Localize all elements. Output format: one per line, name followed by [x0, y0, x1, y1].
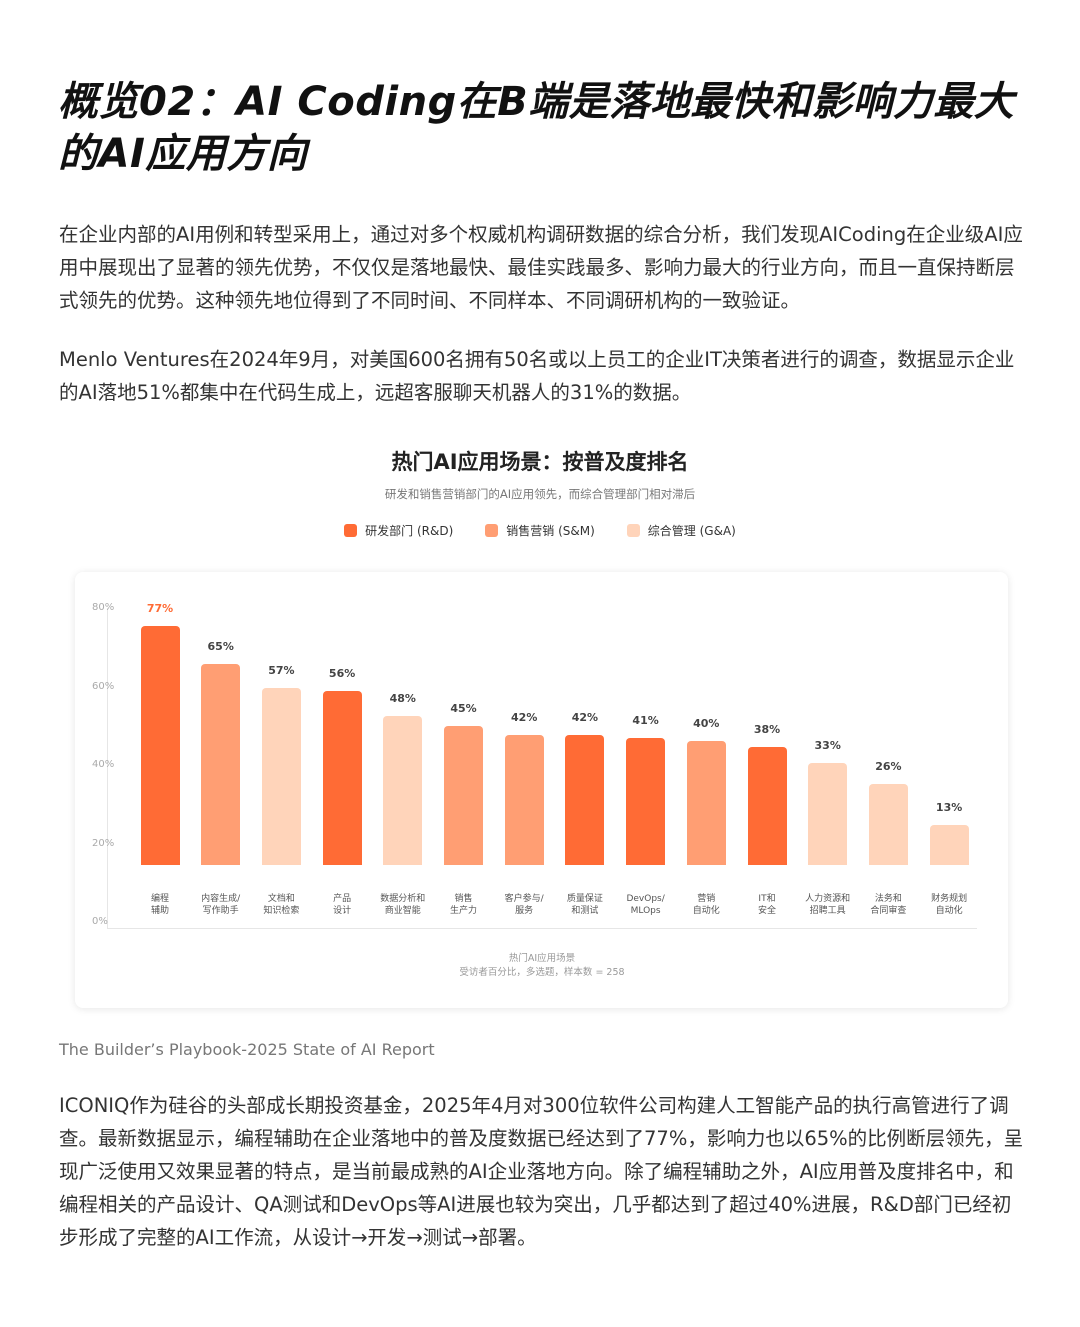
x-tick-label: 质量保证 和测试	[566, 894, 603, 916]
x-tick-label: 营销 自动化	[692, 894, 720, 916]
x-tick-label: IT和 安全	[757, 894, 776, 916]
x-tick-label: DevOps/ MLOps	[626, 894, 665, 916]
bar	[686, 741, 726, 865]
x-tick-label: 销售 生产力	[449, 894, 477, 916]
y-tick-label: 0%	[92, 916, 108, 927]
bar-value-label: 40%	[693, 717, 720, 730]
bar-value-label: 77%	[146, 602, 174, 616]
legend-swatch	[485, 524, 499, 537]
legend-label: 销售营销 (S&M)	[506, 524, 595, 538]
legend-swatch	[626, 524, 640, 537]
y-tick-label: 20%	[92, 837, 115, 849]
bar	[504, 734, 544, 865]
bar	[444, 725, 483, 865]
bar-value-label: 56%	[328, 667, 356, 681]
bar-value-label: 41%	[632, 713, 659, 727]
x-tick-label: 编程 辅助	[150, 894, 169, 916]
y-tick-label: 40%	[92, 759, 115, 770]
bar	[383, 716, 423, 865]
legend-swatch	[344, 524, 358, 537]
legend-label: 研发部门 (R&D)	[365, 524, 454, 538]
page-title: 概览02：AI Coding在B端是落地最快和影响力最大的AI应用方向	[58, 79, 1015, 177]
bar	[808, 762, 848, 865]
chart-subtitle: 研发和销售营销部门的AI应用领先，而综合管理部门相对滞后	[384, 487, 696, 501]
x-tick-label: 内容生成/ 写作助手	[201, 894, 241, 916]
menlo-paragraph: Menlo Ventures在2024年9月，对美国600名拥有50名或以上员工…	[59, 348, 1015, 404]
x-tick-label: 产品 设计	[333, 894, 352, 916]
chart-legend: 研发部门 (R&D) 销售营销 (S&M) 综合管理 (G&A)	[0, 522, 1080, 539]
x-axis-title: 热门AI应用场景	[508, 953, 576, 964]
bar	[929, 824, 969, 865]
bar-value-label: 57%	[268, 664, 295, 678]
x-tick-label: 文档和 知识检索	[263, 894, 300, 916]
y-axis-line	[107, 608, 108, 928]
x-tick-label: 客户参与/ 服务	[504, 894, 544, 916]
bar-value-label: 42%	[571, 710, 599, 724]
legend-label: 综合管理 (G&A)	[647, 524, 736, 538]
bar	[747, 747, 787, 865]
bar-value-label: 45%	[450, 701, 477, 715]
legend-item-ga: 综合管理 (G&A)	[626, 522, 736, 539]
bar-value-label: 42%	[511, 710, 538, 724]
x-axis-note: 受访者百分比，多选题，样本数 = 258	[459, 967, 625, 978]
bar	[201, 663, 241, 865]
x-axis-line	[107, 928, 977, 929]
intro-paragraph: 在企业内部的AI用例和转型采用上，通过对多个权威机构调研数据的综合分析，我们发现…	[59, 223, 1023, 312]
bar	[140, 626, 180, 865]
x-tick-label: 法务和 合同审查	[870, 894, 907, 916]
y-tick-label: 60%	[92, 680, 115, 692]
bar-value-label: 13%	[935, 800, 963, 814]
source-caption: The Builder’s Playbook-2025 State of AI …	[59, 1040, 435, 1059]
bar-value-label: 65%	[207, 639, 234, 653]
bar-value-label: 26%	[875, 760, 902, 774]
bar-value-label: 33%	[814, 738, 841, 752]
bar	[261, 688, 301, 865]
legend-item-rd: 研发部门 (R&D)	[344, 522, 453, 539]
y-tick-label: 80%	[92, 602, 115, 613]
x-tick-label: 数据分析和 商业智能	[380, 894, 426, 916]
legend-item-sm: 销售营销 (S&M)	[485, 522, 595, 539]
bar	[626, 737, 666, 865]
bar	[322, 691, 362, 865]
iconiq-paragraph: ICONIQ作为硅谷的头部成长期投资基金，2025年4月对300位软件公司构建人…	[59, 1094, 1024, 1249]
chart-title: 热门AI应用场景：按普及度排名	[391, 450, 689, 474]
x-tick-label: 财务规划 自动化	[931, 894, 968, 916]
bar-value-label: 38%	[753, 723, 781, 737]
bar	[565, 734, 605, 865]
x-tick-label: 人力资源和 招聘工具	[805, 894, 851, 916]
bar-value-label: 48%	[389, 692, 416, 706]
bar	[868, 784, 908, 865]
